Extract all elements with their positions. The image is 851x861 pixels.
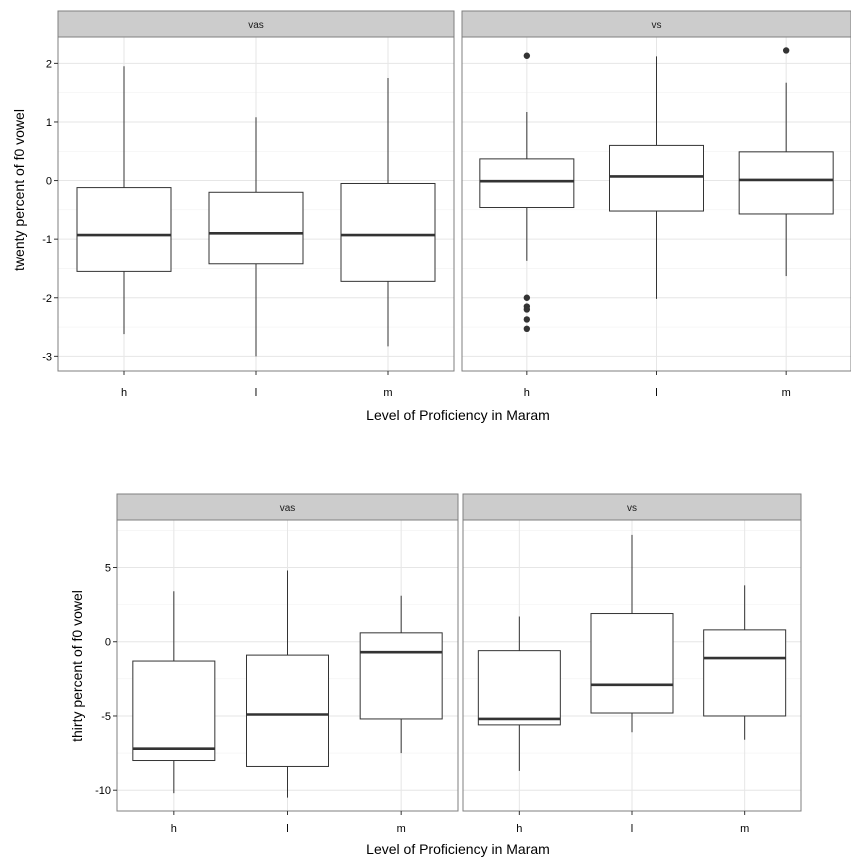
box-vas-l [246,570,329,798]
box-iqr [477,650,561,726]
box-vs-m [738,47,834,277]
y-axis-title: twenty percent of f0 vowel [11,109,27,271]
box-vs-h [477,616,561,771]
y-tick-label: 2 [46,58,52,70]
x-axis-title: Level of Proficiency in Maram [366,841,550,857]
outlier-point [523,316,531,323]
y-tick-label: -1 [42,234,52,246]
facet-panel-vs: vs h l m [461,10,851,399]
x-axis-title: Level of Proficiency in Maram [366,407,550,423]
box-iqr [479,158,575,209]
x-tick-label: l [286,823,288,835]
box-vas-m [340,78,436,347]
box-iqr [359,632,443,720]
box-iqr [132,660,216,762]
box-iqr [738,151,834,215]
x-tick-label: m [397,823,406,835]
box-vs-l [590,534,674,733]
box-iqr [703,629,787,717]
facet-strip-label: vas [280,503,296,514]
x-tick-label: l [655,387,657,399]
y-tick-label: -5 [101,711,111,723]
y-tick-label: 0 [46,176,52,188]
facet-strip [461,10,851,38]
x-tick-label: h [121,387,127,399]
facet-panel-vs: vs h l m [462,493,802,835]
outlier-point [782,47,790,54]
y-axis-title: thirty percent of f0 vowel [69,590,85,742]
x-tick-label: l [255,387,257,399]
box-vs-m [703,585,787,740]
x-tick-label: m [383,387,392,399]
box-vas-h [76,66,172,335]
box-iqr [590,613,674,714]
facet-strip-label: vas [248,20,264,31]
facet-strip-label: vs [627,503,637,514]
x-tick-label: h [516,823,522,835]
x-tick-label: m [782,387,791,399]
y-tick-label: 1 [46,117,52,129]
outlier-point [523,306,531,313]
box-vas-l [208,117,304,357]
facet-strip [116,493,459,521]
x-tick-label: l [631,823,633,835]
y-tick-label: 5 [105,563,111,575]
outlier-point [523,325,531,333]
y-tick-label: -2 [42,293,52,305]
box-iqr [76,187,172,272]
outlier-point [523,294,531,301]
box-iqr [609,144,704,212]
facet-panel-vas: vas h l m [57,10,455,399]
x-tick-label: m [740,823,749,835]
box-vs-h [479,52,575,333]
box-iqr [246,654,329,767]
box-vs-l [609,56,704,299]
facet-strip [57,10,455,38]
facet-panel-vas: vas h l m [116,493,459,835]
facet-strip-label: vs [652,20,662,31]
x-tick-label: h [524,387,530,399]
box-iqr [208,191,304,265]
box-iqr [340,182,436,282]
y-tick-label: 0 [105,637,111,649]
box-vas-m [359,595,443,754]
y-tick-label: -3 [42,351,52,363]
box-vas-h [132,591,216,794]
x-tick-label: h [171,823,177,835]
facet-strip [462,493,802,521]
outlier-point [523,52,531,59]
y-tick-label: -10 [95,785,111,797]
